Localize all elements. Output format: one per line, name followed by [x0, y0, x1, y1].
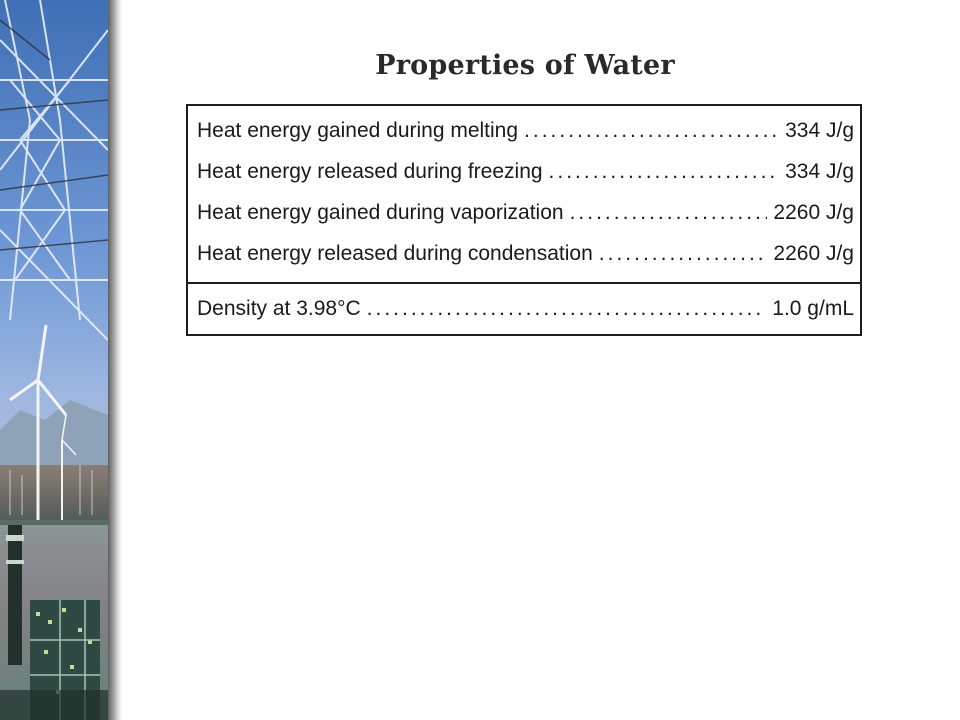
dot-leader: ........................................…: [366, 297, 767, 320]
property-row-density: Density at 3.98°C ......................…: [197, 294, 854, 324]
heat-energy-group: Heat energy gained during melting ......…: [188, 106, 860, 284]
table-divider: [188, 282, 860, 284]
property-row-freezing: Heat energy released during freezing ...…: [197, 157, 854, 187]
page-title: Properties of Water: [375, 50, 675, 81]
power-infrastructure-image: [0, 0, 108, 720]
properties-table: Heat energy gained during melting ......…: [186, 104, 862, 336]
property-value: 334 J/g: [785, 119, 854, 142]
property-label: Heat energy gained during melting: [197, 119, 519, 142]
property-value: 2260 J/g: [773, 201, 854, 224]
property-value: 1.0 g/mL: [772, 297, 854, 320]
property-row-melting: Heat energy gained during melting ......…: [197, 116, 854, 146]
side-photo-strip: [0, 0, 108, 720]
property-label: Heat energy released during condensation: [197, 242, 593, 265]
property-label: Heat energy released during freezing: [197, 160, 543, 183]
property-label: Density at 3.98°C: [197, 297, 361, 320]
side-strip-shadow: [108, 0, 122, 720]
property-value: 2260 J/g: [773, 242, 854, 265]
property-label: Heat energy gained during vaporization: [197, 201, 564, 224]
dot-leader: ........................................…: [524, 119, 780, 142]
dot-leader: ........................................…: [598, 242, 768, 265]
dot-leader: ........................................…: [548, 160, 780, 183]
density-group: Density at 3.98°C ......................…: [188, 286, 860, 336]
property-row-vaporization: Heat energy gained during vaporization .…: [197, 198, 854, 228]
property-row-condensation: Heat energy released during condensation…: [197, 239, 854, 269]
property-value: 334 J/g: [785, 160, 854, 183]
dot-leader: ........................................…: [569, 201, 768, 224]
